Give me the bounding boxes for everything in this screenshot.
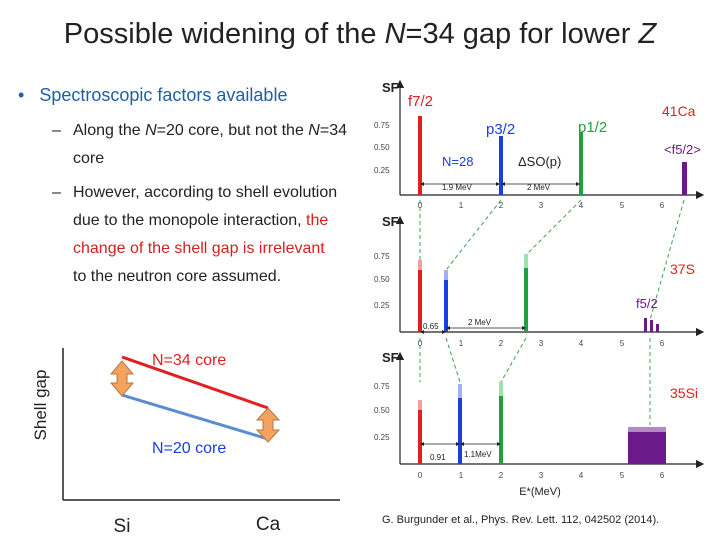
xtick-mid-2: 2: [499, 339, 504, 348]
xtick-mid-3: 3: [539, 339, 544, 348]
err-37s-f72: [418, 260, 422, 270]
ytick-mid-025: 0.25: [374, 301, 390, 310]
bullet-text: Spectroscopic factors available: [39, 85, 288, 105]
bar-35si-p12: [499, 396, 503, 464]
xtick-top-0: 0: [418, 201, 423, 210]
bullet-dot: •: [18, 85, 25, 105]
xtick-top-3: 3: [539, 201, 544, 210]
gap-top-2-label: 2 MeV: [527, 183, 551, 192]
gap-bot-2-label: 1.1MeV: [464, 450, 492, 459]
bar-37s-f52-1: [644, 318, 647, 332]
x-label-ca: Ca: [256, 514, 281, 535]
connectors-top-mid: [419, 199, 685, 321]
err-35si-p12: [499, 382, 503, 396]
gap-top-1-label: 1.9 MeV: [442, 183, 472, 192]
panel-41ca: SF 0.75 0.50 0.25 0 1 2 3 4 5 6 f7/2 p3/…: [374, 79, 705, 210]
shell-gap-plot: Shell gap N=34 core N=20 core Si Ca: [31, 348, 340, 537]
label-p12: p1/2: [578, 119, 607, 136]
xtick-mid-4: 4: [579, 339, 584, 348]
err-37s-p32: [444, 270, 448, 280]
n34-label: N=34 core: [152, 352, 226, 369]
xtick-bot-4: 4: [579, 471, 584, 480]
err-35si-high: [628, 427, 666, 433]
sub-bullet-2: – However, according to shell evolution …: [52, 179, 342, 291]
gap-bot-1-label: 0.91: [430, 453, 446, 462]
xtick-mid-1: 1: [459, 339, 464, 348]
xtick-mid-5: 5: [620, 339, 625, 348]
label-f52: f5/2: [636, 296, 658, 311]
nucleus-35si: 35Si: [670, 385, 698, 401]
ytick-bot-075: 0.75: [374, 382, 390, 391]
ytick-mid-050: 0.50: [374, 275, 390, 284]
err-37s-p12: [524, 254, 528, 268]
nucleus-41ca: 41Ca: [662, 103, 696, 119]
bar-41ca-p32: [499, 136, 503, 195]
xtick-top-4: 4: [579, 201, 584, 210]
ytick-bot-025: 0.25: [374, 433, 390, 442]
xtick-bot-5: 5: [620, 471, 625, 480]
label-f72: f7/2: [408, 93, 433, 110]
label-dso: ΔSO(p): [518, 154, 561, 169]
xtick-bot-2: 2: [499, 471, 504, 480]
x-axis-label: E*(MeV): [519, 486, 561, 498]
n20-label: N=20 core: [152, 440, 226, 457]
bar-41ca-p12: [579, 132, 583, 195]
bar-35si-p32: [458, 398, 462, 464]
xtick-top-5: 5: [620, 201, 625, 210]
xtick-bot-1: 1: [459, 471, 464, 480]
bar-41ca-f72: [418, 116, 422, 195]
ca-gap-arrow: [255, 407, 281, 443]
xtick-top-2: 2: [499, 201, 504, 210]
gap-mid-2-label: 2 MeV: [468, 318, 492, 327]
label-f52-avg: <f5/2>: [664, 142, 701, 157]
bar-37s-f52-3: [656, 324, 659, 332]
label-p32: p3/2: [486, 121, 515, 138]
ytick-bot-050: 0.50: [374, 406, 390, 415]
xtick-mid-6: 6: [660, 339, 665, 348]
bar-41ca-f52: [682, 162, 687, 195]
err-35si-f72: [418, 400, 422, 410]
xtick-bot-6: 6: [660, 471, 665, 480]
label-n28: N=28: [442, 154, 473, 169]
xtick-bot-3: 3: [539, 471, 544, 480]
nucleus-37s: 37S: [670, 261, 695, 277]
xtick-mid-0: 0: [418, 339, 423, 348]
err-35si-p32: [458, 384, 462, 398]
n34-line: [121, 355, 269, 410]
shell-gap-ylabel: Shell gap: [31, 370, 50, 441]
bar-37s-p32: [444, 280, 448, 332]
dash-2: –: [52, 184, 61, 201]
citation: G. Burgunder et al., Phys. Rev. Lett. 11…: [382, 514, 660, 526]
sf-label-bot: SF: [382, 350, 399, 365]
dash-1: –: [52, 122, 61, 139]
bar-35si-high: [628, 432, 666, 464]
spectroscopic-factor-spectra: SF 0.75 0.50 0.25 0 1 2 3 4 5 6 f7/2 p3/…: [374, 79, 705, 498]
panel-37s: SF 0.75 0.50 0.25 0 1 2 3 4 5 6 37S f5/2…: [374, 214, 705, 348]
si-gap-arrow: [109, 360, 135, 397]
xtick-top-6: 6: [660, 201, 665, 210]
xtick-top-1: 1: [459, 201, 464, 210]
ytick-top-075: 0.75: [374, 121, 390, 130]
sf-label-mid: SF: [382, 214, 399, 229]
panel-35si: SF 0.75 0.50 0.25 0 1 2 3 4 5 6 35Si 0.9…: [374, 350, 705, 498]
highlighted-text: the change of the shell gap is irrelevan…: [73, 212, 329, 257]
sub-bullet-1: – Along the N=20 core, but not the N=34 …: [52, 117, 352, 173]
bar-35si-f72: [418, 410, 422, 464]
bar-37s-p12: [524, 268, 528, 332]
xtick-bot-0: 0: [418, 471, 423, 480]
n20-line: [121, 393, 269, 441]
sf-label-top: SF: [382, 80, 399, 95]
slide-title: Possible widening of the N=34 gap for lo…: [63, 18, 657, 50]
gap-mid-1-label: 0.65: [423, 322, 439, 331]
ytick-top-050: 0.50: [374, 143, 390, 152]
ytick-top-025: 0.25: [374, 166, 390, 175]
connectors-mid-bot: [419, 337, 651, 425]
bullet-spectroscopic: • Spectroscopic factors available: [18, 85, 287, 106]
bar-37s-f52-2: [650, 320, 653, 332]
x-label-si: Si: [114, 516, 131, 537]
ytick-mid-075: 0.75: [374, 252, 390, 261]
bar-37s-f72: [418, 270, 422, 332]
